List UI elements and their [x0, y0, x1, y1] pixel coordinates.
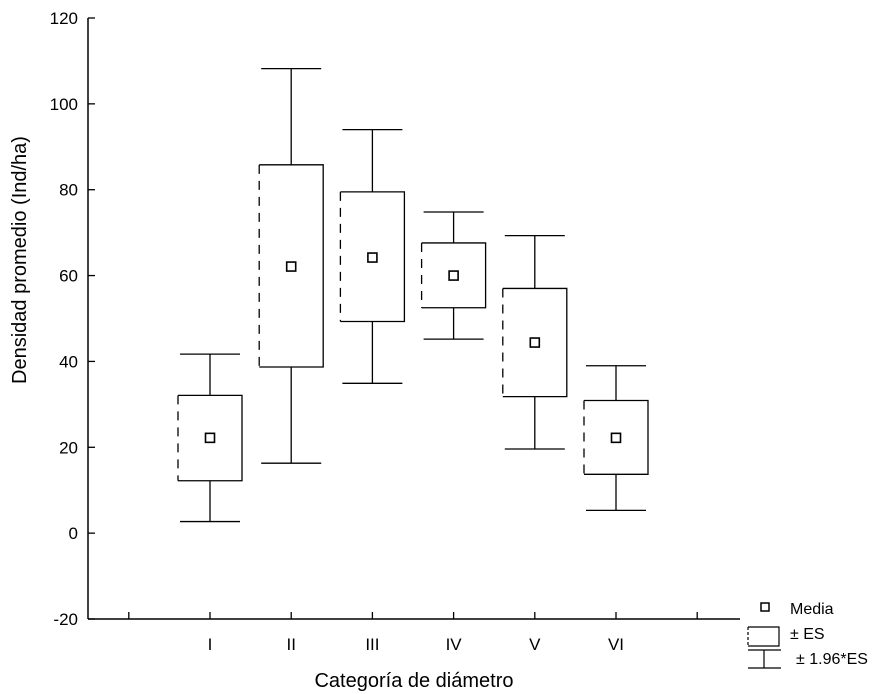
x-axis-label: Categoría de diámetro	[314, 670, 513, 692]
legend-box-symbol	[748, 626, 780, 647]
legend-label-ci: ± 1.96*ES	[796, 651, 868, 668]
se-box	[259, 164, 324, 368]
mean-marker	[367, 252, 378, 263]
x-tick-label: II	[286, 635, 295, 654]
x-tick-label: VI	[608, 635, 624, 654]
x-tick-label: V	[529, 635, 541, 654]
se-box	[178, 394, 243, 482]
mean-marker	[285, 261, 297, 272]
x-tick-label: I	[208, 635, 213, 654]
se-box	[421, 242, 487, 309]
x-tick-label: IV	[446, 635, 463, 654]
box-group	[339, 128, 406, 384]
box-group	[258, 68, 324, 464]
legend-label-se: ± ES	[790, 626, 825, 643]
box-group	[177, 353, 243, 523]
y-tick-label: 100	[50, 95, 78, 114]
y-tick-label: 20	[59, 438, 78, 457]
y-axis-label: Densidad promedio (Ind/ha)	[9, 136, 31, 384]
mean-marker	[529, 337, 541, 348]
y-tick-label: 0	[69, 524, 78, 543]
se-box	[340, 191, 406, 323]
y-tick-label: 60	[59, 267, 78, 286]
legend-label-mean: Media	[790, 601, 834, 618]
mean-marker	[610, 432, 622, 444]
mean-marker	[204, 432, 216, 444]
y-tick-label: 40	[59, 352, 78, 371]
y-tick-label: 120	[50, 9, 78, 28]
y-tick-label: -20	[53, 610, 78, 629]
box-group	[583, 365, 649, 512]
se-box	[584, 399, 649, 475]
legend-mean-symbol	[760, 602, 770, 612]
boxes-layer	[177, 68, 649, 523]
x-tick-label: III	[365, 635, 379, 654]
y-tick-label: 80	[59, 181, 78, 200]
legend: Media ± ES ± 1.96*ES	[747, 601, 868, 669]
se-box	[502, 287, 568, 398]
box-group	[420, 211, 487, 340]
mean-marker	[448, 270, 459, 281]
box-group	[502, 234, 568, 450]
